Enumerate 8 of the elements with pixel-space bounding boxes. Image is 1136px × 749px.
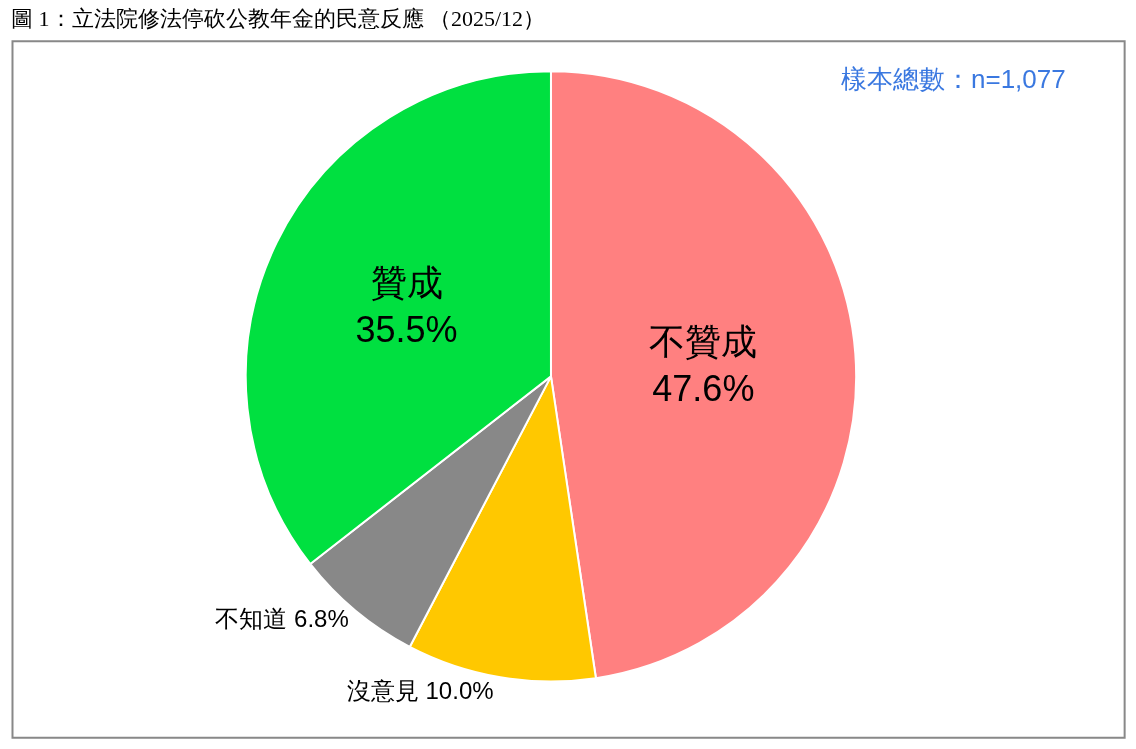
chart-title: 圖 1：立法院修法停砍公教年金的民意反應 （2025/12） [11, 6, 546, 31]
data-label: 35.5% [355, 308, 458, 350]
text: 樣本總數：n=1,077 [841, 64, 1066, 94]
slice-label: 不知道 6.8% [215, 605, 349, 633]
data-label: 47.6% [652, 367, 755, 409]
slice-label: 沒意見 10.0% [346, 676, 494, 704]
slice-label: 贊成 [370, 261, 443, 303]
slice-label: 不贊成 [649, 321, 758, 363]
